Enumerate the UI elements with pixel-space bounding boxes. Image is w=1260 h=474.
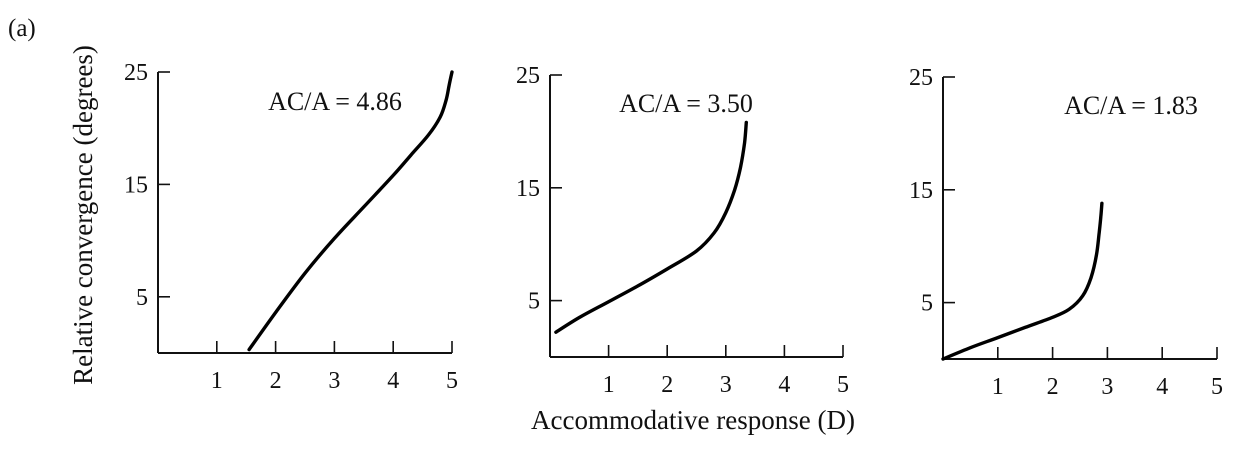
- ac-a-annotation: AC/A = 4.86: [268, 87, 402, 116]
- y-tick-label: 5: [921, 291, 933, 317]
- y-tick-label: 25: [124, 60, 148, 86]
- panel-label: (a): [8, 15, 36, 42]
- ac-a-annotation: AC/A = 3.50: [619, 89, 753, 118]
- x-tick-label: 3: [720, 372, 732, 398]
- y-tick-label: 15: [516, 176, 540, 202]
- x-tick-label: 1: [211, 368, 223, 394]
- series-line-1: [941, 201, 1104, 361]
- x-axis-label: Accommodative response (D): [531, 405, 855, 435]
- y-tick-label: 15: [909, 178, 933, 204]
- y-tick-label: 5: [528, 289, 540, 315]
- x-tick-label: 2: [1047, 374, 1059, 400]
- y-axis-label: Relative convergence (degrees): [68, 45, 98, 385]
- y-tick-label: 5: [136, 285, 148, 311]
- ac-a-annotation: AC/A = 1.83: [1064, 91, 1198, 120]
- y-tick-label: 25: [516, 63, 540, 89]
- x-tick-label: 4: [778, 372, 790, 398]
- y-tick-label: 15: [124, 172, 148, 198]
- x-tick-label: 1: [603, 372, 615, 398]
- x-tick-label: 5: [446, 368, 458, 394]
- series-line-1: [247, 70, 454, 352]
- x-tick-label: 2: [661, 372, 673, 398]
- chart-panel-3: 5 15 25 1 2 3 4 5 AC/A = 1.83: [909, 65, 1223, 400]
- chart-panel-2: 5 15 25 1 2 3 4 5 AC/A = 3.50: [516, 63, 849, 398]
- y-tick-label: 25: [909, 65, 933, 91]
- x-tick-label: 1: [992, 374, 1004, 400]
- series-line-1: [554, 120, 748, 334]
- x-tick-label: 3: [328, 368, 340, 394]
- x-tick-label: 3: [1101, 374, 1113, 400]
- x-tick-label: 5: [1211, 374, 1223, 400]
- x-tick-label: 4: [1156, 374, 1168, 400]
- chart-panel-1: 5 15 25 1 2 3 4 5 AC/A = 4.86: [124, 60, 458, 394]
- x-tick-label: 4: [387, 368, 399, 394]
- x-tick-label: 2: [270, 368, 282, 394]
- x-tick-label: 5: [837, 372, 849, 398]
